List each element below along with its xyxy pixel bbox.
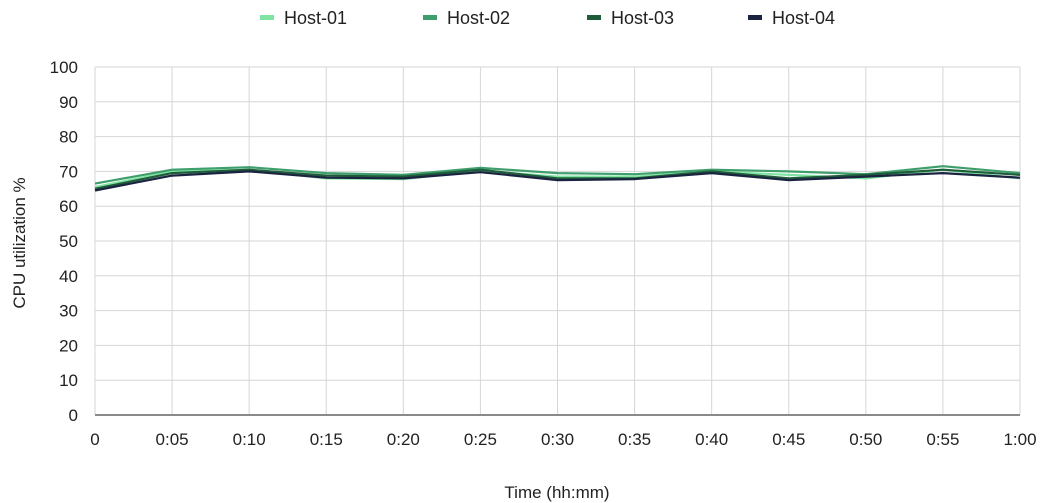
y-tick-label: 0 xyxy=(69,406,78,425)
series-line-host-04 xyxy=(94,170,1021,192)
legend-swatch xyxy=(748,15,762,20)
legend-label: Host-03 xyxy=(611,8,674,28)
legend-label: Host-02 xyxy=(447,8,510,28)
x-tick-label: 0:50 xyxy=(849,430,882,449)
x-tick-label: 1:00 xyxy=(1003,430,1036,449)
x-tick-label: 0 xyxy=(90,430,99,449)
x-tick-label: 0:55 xyxy=(926,430,959,449)
x-tick-label: 0:30 xyxy=(541,430,574,449)
x-tick-label: 0:05 xyxy=(156,430,189,449)
x-tick-label: 0:25 xyxy=(464,430,497,449)
x-tick-label: 0:40 xyxy=(695,430,728,449)
series-line-host-03 xyxy=(94,168,1021,190)
x-tick-label: 0:20 xyxy=(387,430,420,449)
gridlines xyxy=(94,66,1021,416)
legend-swatch xyxy=(587,15,601,20)
x-tick-label: 0:45 xyxy=(772,430,805,449)
y-tick-label: 60 xyxy=(59,197,78,216)
y-axis-ticks: 0 10 20 30 40 50 60 70 80 90 100 xyxy=(50,58,78,425)
series-lines xyxy=(94,165,1021,192)
y-tick-label: 40 xyxy=(59,267,78,286)
legend-label: Host-01 xyxy=(284,8,347,28)
legend-item-host-01: Host-01 xyxy=(260,8,347,28)
legend-swatch xyxy=(423,15,437,20)
x-tick-label: 0:10 xyxy=(233,430,266,449)
y-axis-title: CPU utilization % xyxy=(10,177,29,308)
x-tick-label: 0:35 xyxy=(618,430,651,449)
legend: Host-01 Host-02 Host-03 Host-04 xyxy=(260,8,835,28)
legend-label: Host-04 xyxy=(772,8,835,28)
x-axis-title: Time (hh:mm) xyxy=(504,483,609,502)
y-tick-label: 50 xyxy=(59,232,78,251)
legend-item-host-03: Host-03 xyxy=(587,8,674,28)
y-tick-label: 90 xyxy=(59,93,78,112)
y-tick-label: 80 xyxy=(59,128,78,147)
x-tick-label: 0:15 xyxy=(310,430,343,449)
y-tick-label: 20 xyxy=(59,336,78,355)
y-tick-label: 100 xyxy=(50,58,78,77)
y-tick-label: 10 xyxy=(59,371,78,390)
y-tick-label: 70 xyxy=(59,162,78,181)
x-axis-ticks: 0 0:05 0:10 0:15 0:20 0:25 0:30 0:35 0:40 0:45 0:5… xyxy=(90,430,1036,449)
legend-swatch xyxy=(260,15,274,20)
y-tick-label: 30 xyxy=(59,302,78,321)
legend-item-host-02: Host-02 xyxy=(423,8,510,28)
legend-item-host-04: Host-04 xyxy=(748,8,835,28)
